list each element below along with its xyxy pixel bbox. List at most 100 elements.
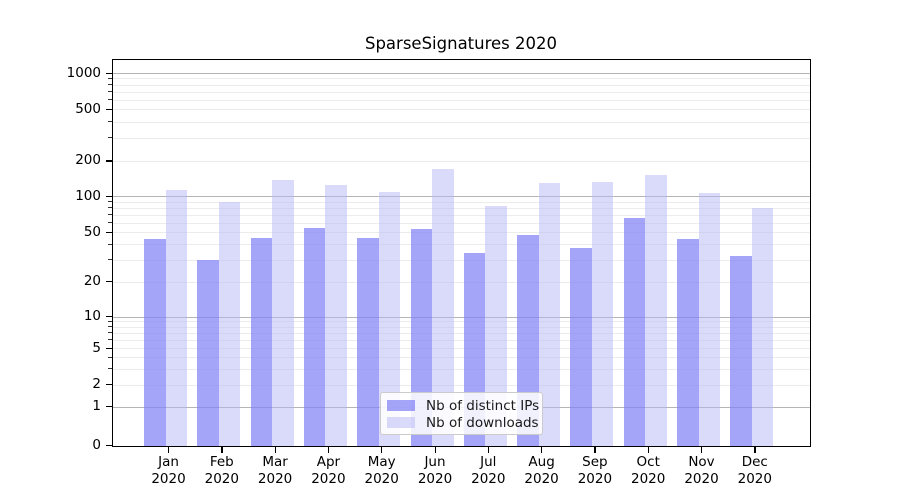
y-tick-label: 50 — [83, 223, 101, 240]
bar-distinct-ips-may — [357, 237, 379, 446]
y-minortick-mark — [108, 137, 112, 139]
x-tick-label: Jan 2020 — [134, 454, 204, 488]
gridline-major — [112, 73, 811, 74]
gridline-minor — [112, 109, 811, 110]
x-tick-label: Dec 2020 — [720, 454, 790, 488]
gridline-minor — [112, 348, 811, 350]
x-tick-label-line: 2020 — [737, 471, 772, 487]
x-tick-label-line: Apr — [316, 454, 341, 470]
x-tick-label: May 2020 — [347, 454, 417, 488]
gridline-minor — [112, 368, 811, 370]
bar-downloads-jul — [485, 205, 507, 446]
y-tick-label: 10 — [83, 308, 101, 324]
x-tick-mark — [541, 447, 543, 453]
x-tick-label-line: Jun — [424, 454, 446, 470]
bar-downloads-jun — [432, 169, 454, 446]
bar-distinct-ips-sep — [570, 248, 592, 446]
y-tick-label: 200 — [75, 152, 101, 169]
x-tick-label: Jun 2020 — [400, 454, 470, 488]
gridline-major — [112, 196, 811, 198]
y-minortick-mark — [108, 326, 112, 328]
y-tick-label: 5 — [92, 339, 101, 356]
x-tick-label-line: 2020 — [684, 471, 719, 487]
bar-downloads-dec — [751, 207, 774, 446]
gridline-minor — [112, 99, 811, 101]
x-tick-label-line: 2020 — [364, 471, 399, 487]
x-tick-label: Apr 2020 — [293, 454, 363, 488]
gridline-minor — [112, 137, 811, 139]
gridline-minor — [112, 259, 811, 261]
y-tick-mark — [105, 281, 112, 283]
x-tick-label: Mar 2020 — [240, 454, 310, 488]
y-tick-label: 500 — [75, 100, 101, 117]
x-tick-label-line: 2020 — [417, 471, 453, 487]
y-tick-label: 0 — [92, 436, 101, 453]
x-tick-label-line: Jan — [158, 454, 179, 470]
legend-row: Nb of distinct IPs — [387, 398, 539, 414]
x-tick-mark — [221, 447, 223, 453]
gridline-minor — [112, 357, 811, 359]
y-tick-mark — [105, 108, 112, 110]
bar-distinct-ips-apr — [303, 228, 326, 446]
x-tick-label: Oct 2020 — [613, 454, 683, 488]
y-tick-mark — [105, 231, 112, 233]
bar-distinct-ips-oct — [623, 218, 646, 446]
x-tick-label: Aug 2020 — [507, 454, 577, 488]
y-minortick-mark — [108, 320, 112, 322]
gridline-minor — [112, 84, 811, 86]
x-tick-label-line: 2020 — [257, 471, 293, 487]
y-minortick-mark — [108, 259, 112, 261]
gridline-minor — [112, 207, 811, 209]
y-minortick-mark — [108, 201, 112, 203]
gridline-minor — [112, 244, 811, 246]
legend: Nb of distinct IPs Nb of downloads — [380, 392, 543, 435]
y-tick-mark — [105, 347, 112, 350]
x-tick-label-line: 2020 — [204, 471, 239, 487]
gridline-minor — [112, 222, 811, 224]
y-minortick-mark — [108, 356, 112, 358]
bar-downloads-nov — [698, 193, 720, 446]
y-tick-mark — [105, 160, 112, 162]
y-tick-label: 1000 — [66, 64, 101, 81]
y-minortick-mark — [108, 339, 112, 341]
y-tick-mark — [105, 444, 112, 446]
y-tick-label: 1 — [92, 398, 101, 415]
x-tick-label-line: 2020 — [151, 471, 186, 487]
bar-distinct-ips-jun — [410, 228, 432, 446]
x-tick-mark — [168, 447, 170, 453]
y-tick-mark — [105, 406, 112, 408]
gridline-minor — [112, 160, 811, 162]
x-tick-label-line: Aug — [528, 454, 555, 470]
x-tick-label: Sep 2020 — [560, 454, 630, 488]
gridline-minor — [112, 78, 811, 80]
x-tick-mark — [701, 447, 703, 453]
gridline-minor — [112, 214, 811, 216]
bar-distinct-ips-mar — [250, 237, 273, 446]
bar-downloads-jan — [165, 189, 187, 446]
bar-distinct-ips-nov — [677, 238, 699, 446]
x-tick-mark — [754, 447, 756, 453]
y-minortick-mark — [108, 207, 112, 209]
legend-swatch-distinct-ips — [387, 400, 415, 411]
gridline-minor — [112, 339, 811, 341]
x-tick-label-line: 2020 — [524, 471, 559, 487]
x-tick-mark — [647, 447, 649, 453]
y-minortick-mark — [108, 243, 112, 245]
x-tick-label: Jul 2020 — [453, 454, 523, 488]
x-tick-label-line: 2020 — [631, 471, 666, 487]
legend-label: Nb of distinct IPs — [426, 397, 540, 414]
x-tick-label-line: May — [367, 454, 396, 470]
y-minortick-mark — [108, 222, 112, 224]
x-tick-label-line: Mar — [262, 454, 288, 470]
y-tick-label: 2 — [92, 376, 101, 393]
y-tick-label: 100 — [75, 187, 101, 204]
gridline-minor — [112, 321, 811, 323]
x-tick-mark — [434, 447, 436, 453]
bar-distinct-ips-feb — [197, 259, 219, 446]
bar-downloads-feb — [218, 201, 241, 446]
gridline-minor — [112, 384, 811, 386]
y-tick-label: 20 — [83, 273, 101, 290]
x-tick-label-line: 2020 — [577, 471, 613, 487]
gridline-minor — [112, 201, 811, 203]
